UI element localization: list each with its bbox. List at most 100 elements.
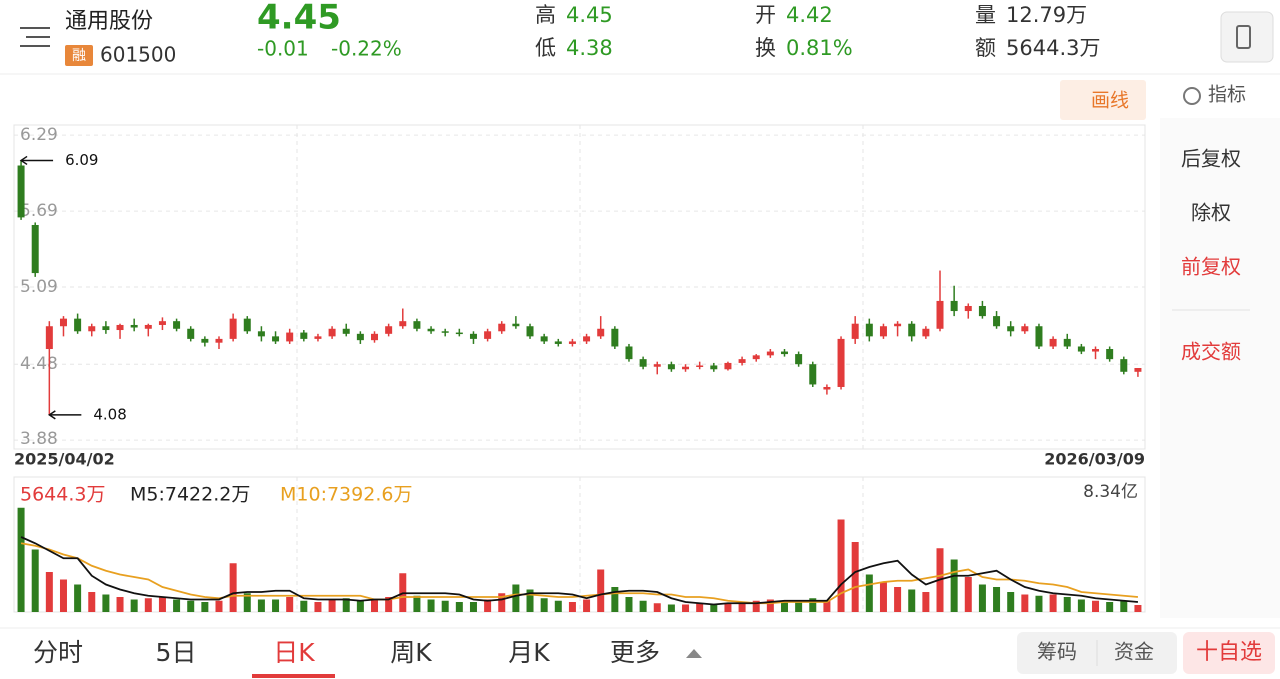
volume-bar <box>978 584 986 612</box>
badge: 融 <box>72 48 86 64</box>
candle-body <box>1106 349 1114 360</box>
volume-bar <box>158 597 166 612</box>
draw-button[interactable] <box>1060 80 1146 120</box>
device-button[interactable] <box>1220 11 1274 63</box>
more-arrow[interactable] <box>686 649 702 658</box>
candle-body <box>17 165 25 218</box>
volume-bar <box>653 603 661 612</box>
candle-body <box>1120 359 1128 372</box>
candle-body <box>469 333 477 339</box>
candle-body <box>851 323 859 339</box>
candle-body <box>554 341 562 344</box>
volume-bar <box>173 599 181 612</box>
volume-bar <box>554 600 562 612</box>
candle-body <box>385 326 393 334</box>
candle-body <box>243 318 251 332</box>
candle-body <box>1035 326 1043 347</box>
stat-label: 高 <box>535 3 556 27</box>
tab-underline <box>252 674 335 678</box>
extreme-label: 4.08 <box>93 405 126 423</box>
tab[interactable]: 日K <box>273 638 315 667</box>
menu-icon[interactable] <box>20 27 50 47</box>
volume-bar <box>1120 600 1128 612</box>
volume-bar <box>837 519 845 612</box>
volume-bar <box>964 577 972 612</box>
badge-bg <box>65 45 93 66</box>
volume-bar <box>780 600 788 612</box>
stat-label: 低 <box>535 36 556 60</box>
candle-body <box>1077 346 1085 352</box>
tab[interactable]: 更多 <box>610 638 660 667</box>
tab[interactable]: 周K <box>390 638 432 667</box>
stat-label: 开 <box>755 3 776 27</box>
watch-button[interactable]: 十自选 <box>1196 640 1262 665</box>
candle-body <box>766 351 774 356</box>
tab[interactable]: 分时 <box>33 638 83 667</box>
sidebar-item[interactable]: 后复权 <box>1181 147 1241 171</box>
draw-label: 画线 <box>1091 90 1129 112</box>
volume-bar <box>583 599 591 612</box>
candle-body <box>667 364 675 370</box>
volume-bar <box>1063 597 1071 612</box>
candle-body <box>455 332 463 335</box>
candle-body <box>724 362 732 370</box>
sidebar-item[interactable]: 除权 <box>1191 201 1231 225</box>
volume-bar <box>682 604 690 612</box>
stat-value: 0.81% <box>786 36 853 60</box>
candle-body <box>964 305 972 312</box>
candle-body <box>1134 368 1142 372</box>
volume-bar <box>752 600 760 612</box>
candle-body <box>908 323 916 337</box>
volume-bar <box>31 549 39 612</box>
volume-bar <box>498 593 506 612</box>
volume-bar <box>1035 595 1043 612</box>
volume-bar <box>187 600 195 612</box>
v-grid <box>296 125 864 612</box>
y-tick-label: 5.69 <box>20 201 58 221</box>
candle-body <box>568 341 576 344</box>
candle-body <box>809 364 817 385</box>
volume-bar <box>215 600 223 612</box>
candle-body <box>158 321 166 325</box>
candle-body <box>356 333 364 341</box>
candle-body <box>102 326 110 331</box>
candle-body <box>837 338 845 387</box>
volume-legend: 5644.3万 <box>20 484 105 506</box>
stat-label: 换 <box>755 36 776 60</box>
chips-button[interactable]: 筹码 <box>1037 640 1077 664</box>
volume-bar <box>724 603 732 612</box>
volume-bar <box>1049 594 1057 612</box>
y-tick-label: 6.29 <box>20 125 58 145</box>
candle-body <box>286 332 294 342</box>
volume-bar <box>696 603 704 612</box>
volume-bar <box>611 587 619 612</box>
candle-body <box>1007 326 1015 332</box>
indicator[interactable]: 指标 <box>1208 84 1246 106</box>
volume-bar <box>1106 602 1114 612</box>
volume-bar <box>45 572 53 612</box>
volume-bar <box>74 584 82 612</box>
sidebar-item[interactable]: 前复权 <box>1181 255 1241 279</box>
stat-label: 额 <box>975 36 996 60</box>
volume-bar <box>950 559 958 612</box>
candle-body <box>484 331 492 339</box>
candle-body <box>116 324 124 331</box>
volume-bar <box>639 600 647 612</box>
volume-bar <box>1007 592 1015 612</box>
candle-body <box>978 305 986 317</box>
volume-max: 8.34亿 <box>1083 482 1138 502</box>
volume-bar <box>823 600 831 612</box>
volume-bar <box>455 602 463 612</box>
tabs: 分时 5日 日K 周K 月K 更多 <box>33 638 660 678</box>
tab[interactable]: 5日 <box>156 638 197 667</box>
volume-bar <box>59 579 67 612</box>
tab[interactable]: 月K <box>508 638 550 667</box>
sidebar-item[interactable]: 成交额 <box>1181 340 1241 364</box>
volume-bar <box>413 595 421 612</box>
volume-bar <box>894 587 902 612</box>
funds-button[interactable]: 资金 <box>1114 640 1154 664</box>
x-end: 2026/03/09 <box>1044 450 1145 469</box>
volume-ma5 <box>20 536 1139 606</box>
